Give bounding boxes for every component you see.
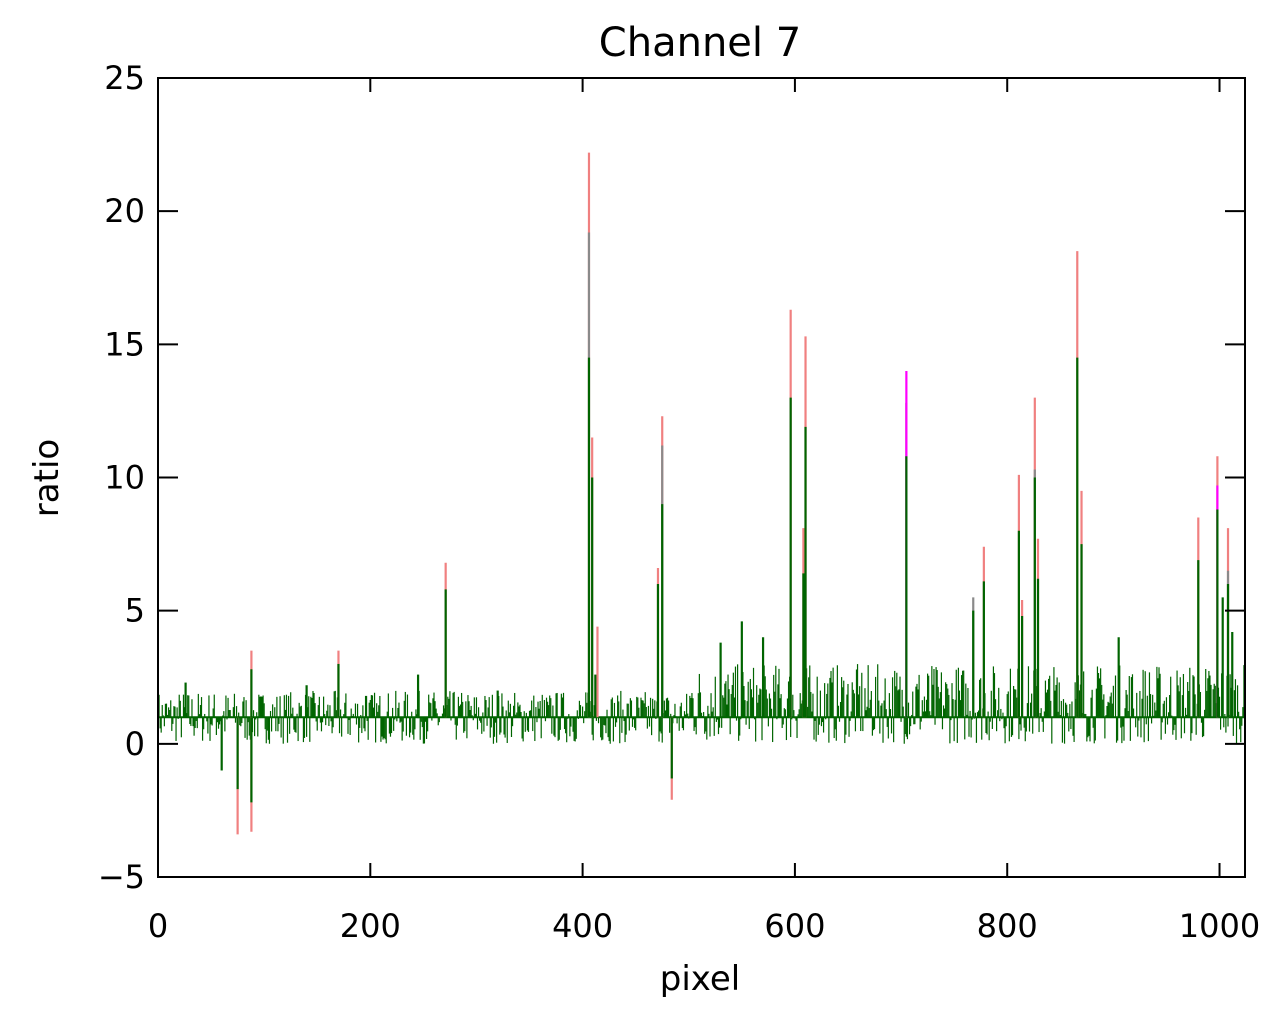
x-tick-label: 1000 bbox=[1179, 907, 1260, 945]
x-axis-title: pixel bbox=[660, 959, 740, 999]
x-tick-label: 600 bbox=[764, 907, 825, 945]
y-axis-title: ratio bbox=[27, 439, 67, 517]
data-layer bbox=[157, 152, 1245, 835]
y-tick-label: 0 bbox=[125, 725, 145, 763]
x-tick-label: 400 bbox=[552, 907, 613, 945]
y-tick-label: 15 bbox=[104, 325, 145, 363]
x-tick-label: 200 bbox=[340, 907, 401, 945]
y-tick-label: 5 bbox=[125, 592, 145, 630]
y-tick-label: 25 bbox=[104, 59, 145, 97]
x-tick-label: 0 bbox=[148, 907, 168, 945]
y-tick-label: 10 bbox=[104, 459, 145, 497]
chart-title-group: Channel 7 bbox=[599, 20, 801, 66]
chart-title: Channel 7 bbox=[599, 20, 801, 66]
y-tick-label: −5 bbox=[98, 858, 145, 896]
y-tick-label: 20 bbox=[104, 192, 145, 230]
plot-frame bbox=[157, 77, 1246, 878]
x-tick-label: 800 bbox=[977, 907, 1038, 945]
